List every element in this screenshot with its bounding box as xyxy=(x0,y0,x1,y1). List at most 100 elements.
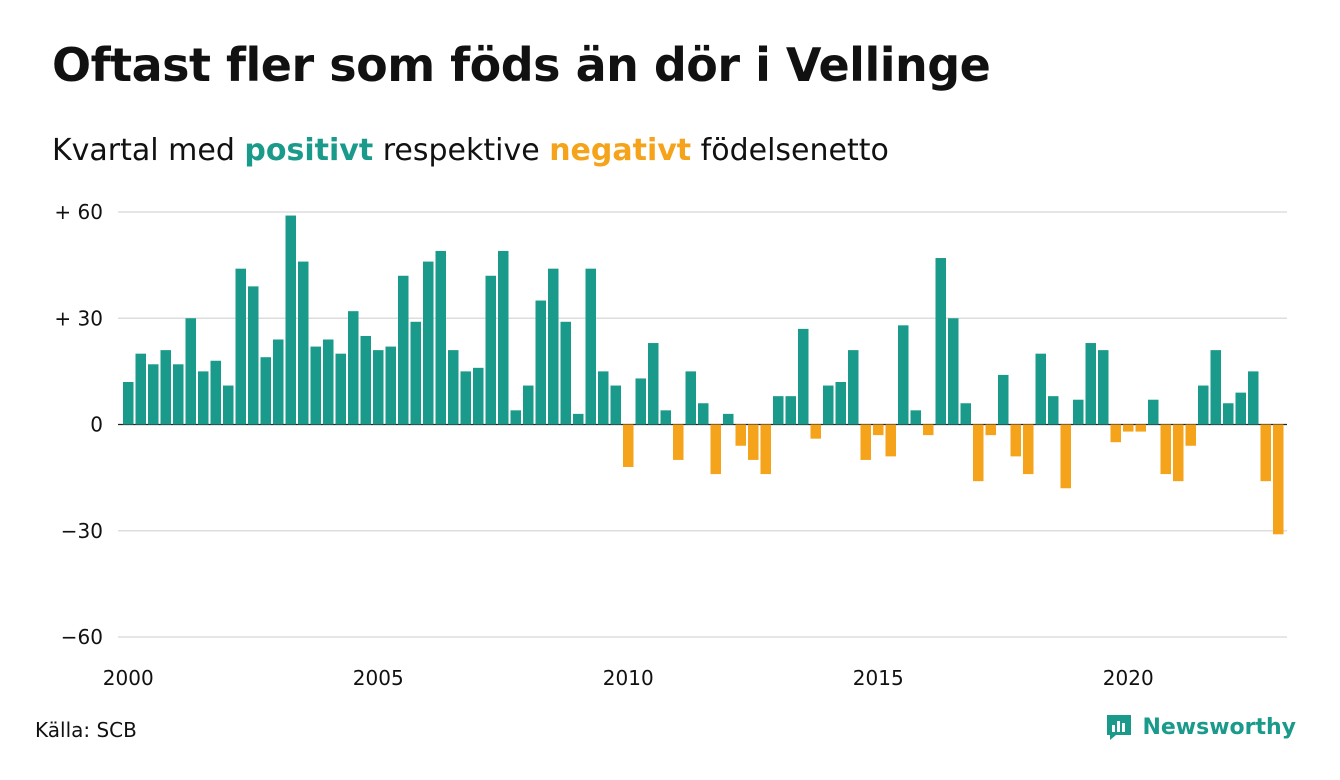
bar xyxy=(298,261,309,425)
chart-subtitle: Kvartal med positivt respektive negativt… xyxy=(52,133,889,168)
bar xyxy=(910,410,921,425)
y-tick-label: + 60 xyxy=(54,200,103,224)
bar xyxy=(648,343,659,425)
x-tick-label: 2020 xyxy=(1103,666,1154,690)
bar xyxy=(310,346,321,425)
subtitle-suffix: födelsenetto xyxy=(691,133,889,168)
bar xyxy=(960,403,971,425)
brand-name: Newsworthy xyxy=(1142,714,1296,740)
bar xyxy=(848,350,859,425)
bar xyxy=(285,215,296,425)
y-tick-label: −30 xyxy=(61,519,103,543)
bar xyxy=(198,371,209,425)
x-tick-label: 2015 xyxy=(853,666,904,690)
bar xyxy=(823,385,834,425)
bar xyxy=(1198,385,1209,425)
bar xyxy=(1060,424,1071,489)
bar xyxy=(335,353,346,425)
bar xyxy=(985,424,996,436)
bar xyxy=(1273,424,1284,535)
bar xyxy=(510,410,521,425)
x-tick-label: 2000 xyxy=(103,666,154,690)
brand-logo[interactable]: Newsworthy xyxy=(1104,712,1296,742)
bar xyxy=(560,321,571,425)
bar xyxy=(1210,350,1221,425)
bar xyxy=(923,424,934,436)
subtitle-positive: positivt xyxy=(244,133,374,168)
source-note: Källa: SCB xyxy=(35,718,137,742)
bar xyxy=(348,311,359,425)
bar xyxy=(1185,424,1196,446)
bar xyxy=(535,300,546,425)
x-tick-label: 2005 xyxy=(353,666,404,690)
bar xyxy=(260,357,271,425)
bar xyxy=(1023,424,1034,475)
bar xyxy=(723,413,734,425)
bar xyxy=(1035,353,1046,425)
bar xyxy=(685,371,696,425)
bar xyxy=(785,396,796,425)
bar xyxy=(748,424,759,460)
y-tick-label: 0 xyxy=(90,413,103,437)
bar xyxy=(573,413,584,425)
bar xyxy=(435,250,446,425)
bar xyxy=(448,350,459,425)
bar xyxy=(385,346,396,425)
bar xyxy=(160,350,171,425)
bar xyxy=(660,410,671,425)
bar xyxy=(635,378,646,425)
bar xyxy=(1135,424,1146,432)
bar xyxy=(173,364,184,425)
bar xyxy=(598,371,609,425)
bar xyxy=(423,261,434,425)
bar xyxy=(1123,424,1134,432)
bar xyxy=(1160,424,1171,475)
bar xyxy=(835,382,846,425)
bar xyxy=(760,424,771,475)
bar xyxy=(485,275,496,425)
bar xyxy=(235,268,246,425)
subtitle-prefix: Kvartal med xyxy=(52,133,245,168)
bar xyxy=(873,424,884,436)
bar xyxy=(1010,424,1021,457)
bar xyxy=(323,339,334,425)
bar xyxy=(460,371,471,425)
y-tick-label: −60 xyxy=(61,625,103,649)
bar xyxy=(1098,350,1109,425)
bar xyxy=(523,385,534,425)
bar xyxy=(1173,424,1184,482)
bar xyxy=(735,424,746,446)
bar xyxy=(623,424,634,467)
bar xyxy=(860,424,871,460)
bar xyxy=(135,353,146,425)
bar xyxy=(273,339,284,425)
newsworthy-logo-icon xyxy=(1107,715,1132,740)
bar xyxy=(473,367,484,425)
bar xyxy=(773,396,784,425)
bar xyxy=(548,268,559,425)
bar xyxy=(998,374,1009,425)
bar xyxy=(1223,403,1234,425)
bar xyxy=(360,335,371,425)
bar xyxy=(498,250,509,425)
bar xyxy=(398,275,409,425)
bar xyxy=(585,268,596,425)
chart-title: Oftast fler som föds än dör i Vellinge xyxy=(52,38,991,92)
subtitle-middle: respektive xyxy=(373,133,550,168)
bar xyxy=(710,424,721,475)
bar xyxy=(373,350,384,425)
bar xyxy=(1260,424,1271,482)
bar xyxy=(223,385,234,425)
bar xyxy=(210,360,221,425)
bar xyxy=(610,385,621,425)
bar xyxy=(673,424,684,460)
bar xyxy=(698,403,709,425)
bar xyxy=(1110,424,1121,443)
bar xyxy=(1248,371,1259,425)
bar xyxy=(123,382,134,425)
y-tick-label: + 30 xyxy=(54,306,103,330)
bar xyxy=(410,321,421,425)
bar xyxy=(948,318,959,425)
x-tick-label: 2010 xyxy=(603,666,654,690)
